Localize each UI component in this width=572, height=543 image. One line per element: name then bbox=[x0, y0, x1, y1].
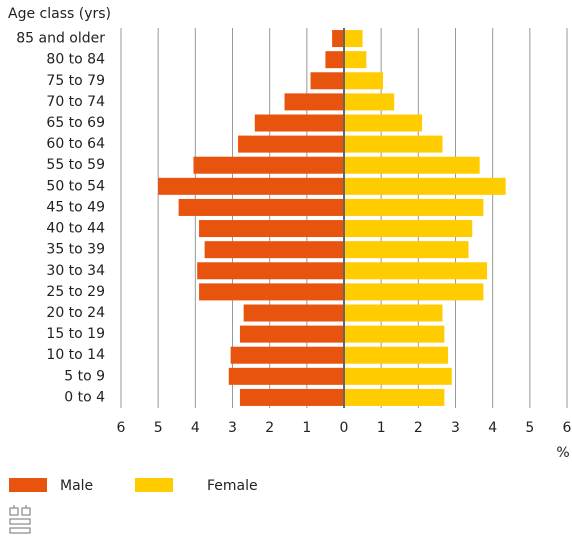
bar bbox=[158, 177, 344, 195]
y-tick-label: 60 to 64 bbox=[46, 136, 105, 152]
y-tick-label: 70 to 74 bbox=[46, 94, 105, 110]
y-tick-label: 80 to 84 bbox=[46, 52, 105, 68]
bar bbox=[178, 198, 344, 216]
bar bbox=[344, 346, 449, 364]
bar bbox=[344, 325, 445, 343]
bar bbox=[238, 135, 344, 153]
bar bbox=[193, 156, 344, 174]
x-tick-label: 5 bbox=[525, 420, 534, 436]
bar bbox=[344, 220, 473, 238]
x-tick-label: 6 bbox=[563, 420, 572, 436]
y-tick-label: 45 to 49 bbox=[46, 199, 105, 215]
bar bbox=[344, 114, 423, 132]
logo bbox=[9, 505, 31, 534]
y-tick-label: 30 to 34 bbox=[46, 263, 105, 279]
bar bbox=[344, 262, 488, 280]
y-tick-label: 85 and older bbox=[16, 31, 105, 47]
x-tick-label: 1 bbox=[302, 420, 311, 436]
bar bbox=[197, 262, 344, 280]
x-tick-label: 1 bbox=[377, 420, 386, 436]
bar bbox=[199, 220, 344, 238]
bar bbox=[243, 304, 344, 322]
bar bbox=[284, 93, 344, 111]
legend-swatch bbox=[9, 478, 47, 492]
bar bbox=[239, 325, 344, 343]
bar bbox=[344, 283, 484, 301]
bar bbox=[344, 304, 443, 322]
x-tick-label: 3 bbox=[228, 420, 237, 436]
legend-label: Male bbox=[60, 478, 93, 494]
y-tick-label: 50 to 54 bbox=[46, 178, 105, 194]
bar bbox=[230, 346, 344, 364]
y-axis-label: Age class (yrs) bbox=[8, 6, 111, 22]
bar bbox=[344, 135, 443, 153]
bar bbox=[310, 72, 344, 90]
y-tick-label: 20 to 24 bbox=[46, 305, 105, 321]
legend-label: Female bbox=[207, 478, 258, 494]
x-tick-label: 2 bbox=[414, 420, 423, 436]
bar bbox=[344, 156, 480, 174]
x-tick-label: 2 bbox=[265, 420, 274, 436]
bar bbox=[344, 177, 506, 195]
bar bbox=[344, 388, 445, 406]
bar bbox=[344, 241, 469, 259]
bar bbox=[199, 283, 344, 301]
bar bbox=[332, 30, 344, 48]
bar bbox=[254, 114, 344, 132]
y-tick-label: 15 to 19 bbox=[46, 326, 105, 342]
y-tick-label: 65 to 69 bbox=[46, 115, 105, 131]
y-tick-label: 0 to 4 bbox=[64, 389, 105, 405]
bar bbox=[344, 72, 384, 90]
x-tick-label: 4 bbox=[488, 420, 497, 436]
bar bbox=[325, 51, 344, 69]
x-axis-label: % bbox=[556, 445, 569, 461]
y-tick-label: 40 to 44 bbox=[46, 221, 105, 237]
bar bbox=[344, 367, 452, 385]
x-tick-label: 5 bbox=[154, 420, 163, 436]
bar bbox=[344, 51, 367, 69]
bar bbox=[344, 198, 484, 216]
x-tick-label: 0 bbox=[340, 420, 349, 436]
y-tick-label: 25 to 29 bbox=[46, 284, 105, 300]
x-tick-label: 4 bbox=[191, 420, 200, 436]
x-tick-label: 3 bbox=[451, 420, 460, 436]
bar bbox=[228, 367, 344, 385]
y-tick-label: 55 to 59 bbox=[46, 157, 105, 173]
bar bbox=[344, 30, 363, 48]
y-tick-label: 35 to 39 bbox=[46, 242, 105, 258]
legend-swatch bbox=[135, 478, 173, 492]
bar bbox=[204, 241, 344, 259]
bar bbox=[239, 388, 344, 406]
bar bbox=[344, 93, 395, 111]
y-tick-label: 75 to 79 bbox=[46, 73, 105, 89]
x-tick-label: 6 bbox=[117, 420, 126, 436]
y-tick-label: 5 to 9 bbox=[64, 368, 105, 384]
y-tick-label: 10 to 14 bbox=[46, 347, 105, 363]
